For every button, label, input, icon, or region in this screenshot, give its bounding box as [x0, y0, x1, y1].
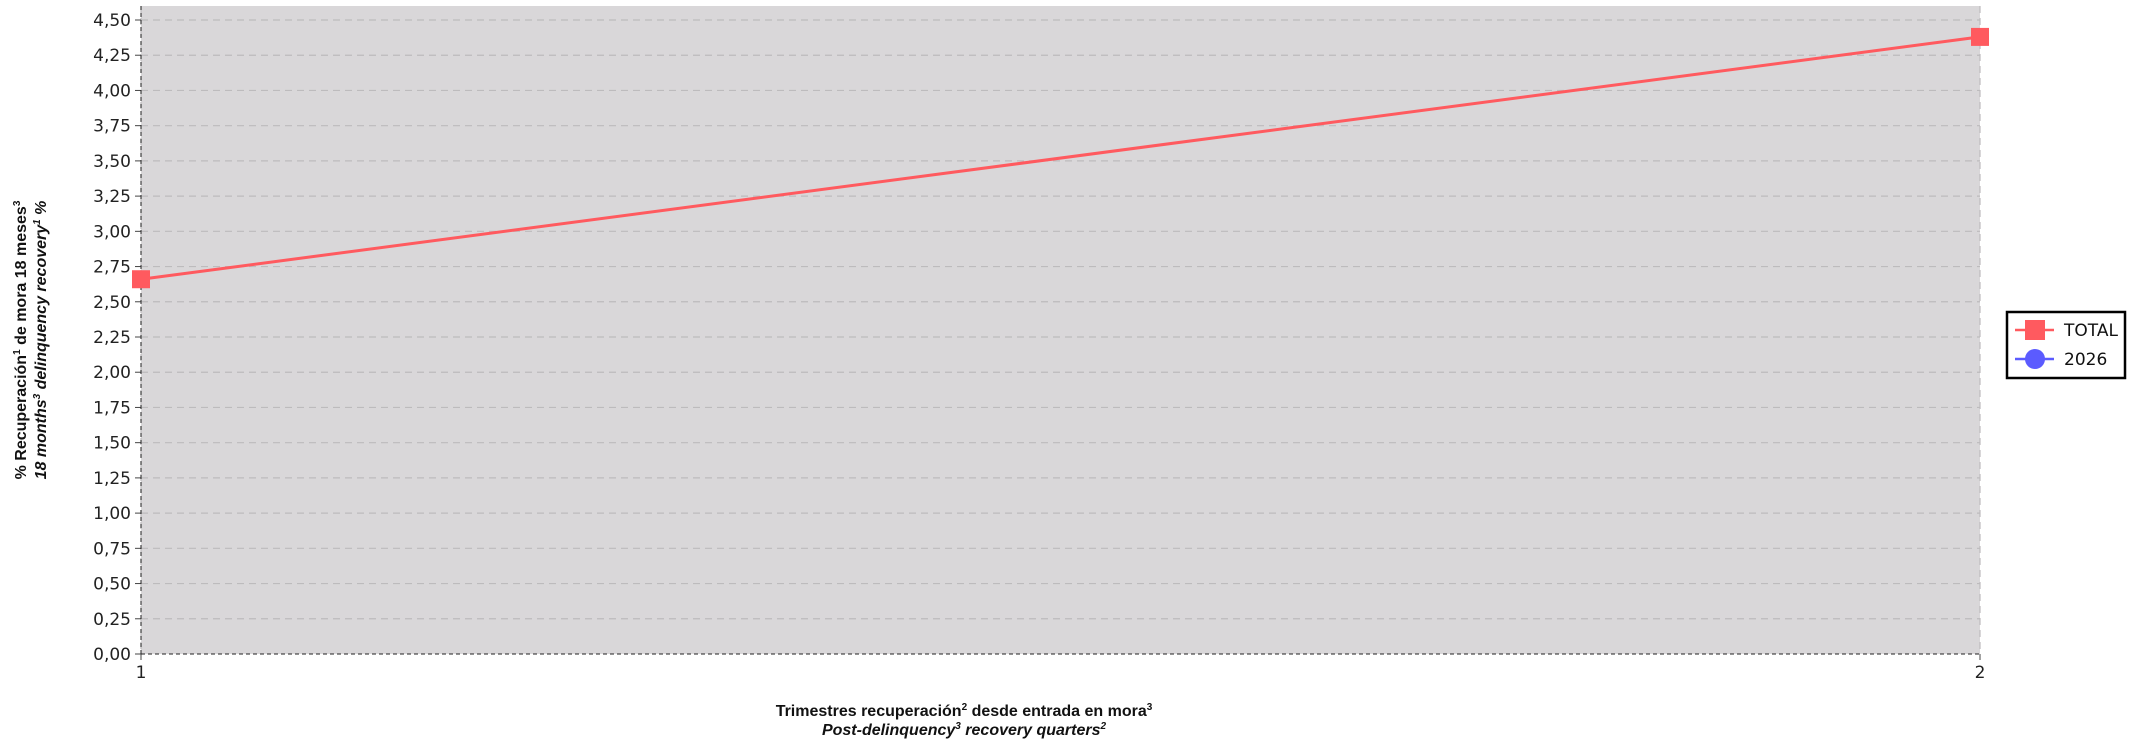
y-tick-label: 1,75 — [93, 398, 131, 418]
ylabel-line2-sup2: 1 — [32, 219, 43, 225]
y-tick-label: 0,75 — [93, 539, 131, 559]
ylabel-line1-a: % Recuperación — [13, 355, 30, 479]
series-line-total — [140, 35, 1981, 281]
xlabel-line1-mid: desde entrada en mora — [967, 703, 1147, 720]
xlabel-line1-sup2: 3 — [1147, 702, 1153, 713]
legend-item-2026[interactable]: 2026 — [2015, 349, 2107, 370]
legend-label-total: TOTAL — [2063, 321, 2118, 341]
data-point-total[interactable] — [132, 270, 150, 289]
svg-text:Trimestres recuperación2 desde: Trimestres recuperación2 desde entrada e… — [776, 702, 1153, 720]
ylabel-line2-a: 18 months — [33, 399, 50, 479]
svg-text:Post-delinquency3 recovery qua: Post-delinquency3 recovery quarters2 — [822, 721, 1107, 739]
legend-marker-square — [2025, 320, 2045, 340]
y-tick-label: 4,00 — [93, 81, 131, 101]
y-tick-label: 1,00 — [93, 504, 131, 524]
ylabel-line2-c: % — [33, 201, 50, 220]
y-tick-label: 2,50 — [93, 293, 131, 313]
xlabel-line2-b: recovery quarters — [961, 722, 1101, 739]
xlabel-line2-a: Post-delinquency — [822, 722, 956, 739]
y-tick-label: 1,50 — [93, 434, 131, 454]
ylabel-line1-b: de mora 18 meses — [13, 206, 30, 349]
data-point-total[interactable] — [1971, 27, 1989, 46]
ylabel-line1-sup1: 1 — [12, 349, 23, 355]
y-tick-label: 3,00 — [93, 222, 131, 242]
grid-lines — [140, 6, 1981, 654]
y-tick-label: 0,25 — [93, 610, 131, 630]
y-tick-label: 2,75 — [93, 258, 131, 278]
legend: TOTAL 2026 — [2005, 310, 2127, 380]
ylabel-line1-sup2: 3 — [12, 200, 23, 206]
svg-text:18 months3 delinquency recover: 18 months3 delinquency recovery1 % — [32, 201, 50, 480]
y-tick-label: 0,00 — [93, 645, 131, 665]
y-tick-label: 2,25 — [93, 328, 131, 348]
xlabel-line2-sup1: 3 — [955, 721, 961, 732]
y-axis-ticks: 0,00 0,25 0,50 0,75 1,00 1,25 1,50 1,75 2,00 2,25… — [93, 11, 141, 665]
y-tick-label: 1,25 — [93, 469, 131, 489]
x-tick-label: 2 — [1975, 663, 1986, 683]
xlabel-line1-main: Trimestres recuperación — [776, 703, 962, 720]
ylabel-line2-b: delinquency recovery — [33, 224, 50, 394]
x-axis-title: Trimestres recuperación2 desde entrada e… — [776, 702, 1153, 739]
y-tick-label: 2,00 — [93, 363, 131, 383]
legend-item-total[interactable]: TOTAL — [2015, 320, 2118, 341]
y-tick-label: 0,50 — [93, 575, 131, 595]
x-tick-label: 1 — [136, 663, 147, 683]
xlabel-line2-sup2: 2 — [1100, 721, 1107, 732]
y-axis-title: % Recuperación1 de mora 18 meses3 18 mon… — [12, 200, 50, 479]
legend-marker-circle — [2025, 349, 2045, 369]
svg-text:% Recuperación1 de mora 18 mes: % Recuperación1 de mora 18 meses3 — [12, 200, 30, 479]
y-tick-label: 3,25 — [93, 187, 131, 207]
y-tick-label: 4,25 — [93, 46, 131, 66]
plot-area — [141, 6, 1980, 654]
y-tick-label: 4,50 — [93, 11, 131, 31]
ylabel-line2-sup1: 3 — [32, 393, 43, 399]
xlabel-line1-sup1: 2 — [962, 702, 968, 713]
legend-label-2026: 2026 — [2064, 350, 2107, 370]
y-tick-label: 3,50 — [93, 152, 131, 172]
series-layer — [132, 27, 1989, 289]
y-tick-label: 3,75 — [93, 117, 131, 137]
